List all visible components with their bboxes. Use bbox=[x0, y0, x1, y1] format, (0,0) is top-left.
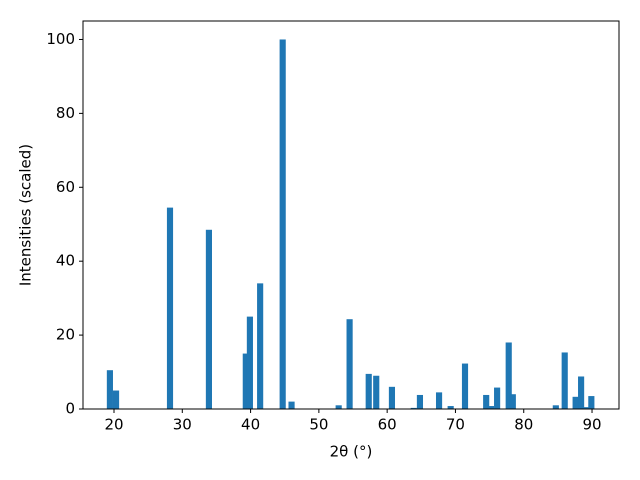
y-tick-label: 60 bbox=[56, 178, 75, 196]
bar bbox=[257, 283, 264, 409]
bar bbox=[346, 319, 353, 409]
bar bbox=[483, 394, 490, 409]
y-tick-label: 40 bbox=[56, 252, 75, 270]
bar bbox=[166, 207, 174, 409]
bar bbox=[246, 316, 253, 409]
bar bbox=[242, 353, 249, 409]
bar bbox=[588, 396, 595, 409]
bar bbox=[335, 405, 342, 409]
bar bbox=[505, 342, 512, 409]
bar bbox=[578, 376, 585, 409]
x-tick-label: 50 bbox=[309, 416, 328, 434]
y-tick-label: 0 bbox=[65, 400, 75, 418]
bar bbox=[288, 401, 295, 409]
y-axis-label: Intensities (scaled) bbox=[17, 144, 35, 286]
x-axis-label: 2θ (°) bbox=[330, 443, 373, 461]
x-tick-label: 80 bbox=[514, 416, 533, 434]
bar bbox=[487, 406, 495, 409]
x-tick-label: 90 bbox=[582, 416, 601, 434]
x-tick-label: 60 bbox=[378, 416, 397, 434]
bar bbox=[494, 387, 501, 409]
plot-frame bbox=[82, 20, 620, 410]
bar bbox=[373, 375, 380, 409]
bar bbox=[205, 229, 212, 409]
x-tick-label: 70 bbox=[446, 416, 465, 434]
bar bbox=[410, 407, 417, 409]
x-tick-label: 20 bbox=[104, 416, 123, 434]
bar bbox=[435, 392, 443, 409]
y-tick-label: 20 bbox=[56, 326, 75, 344]
bar bbox=[416, 394, 424, 409]
bar bbox=[561, 352, 568, 409]
bar bbox=[552, 405, 559, 409]
bar bbox=[509, 394, 516, 409]
y-tick-label: 100 bbox=[46, 30, 75, 48]
bar bbox=[365, 373, 372, 409]
bar bbox=[582, 407, 589, 409]
bar bbox=[112, 390, 120, 409]
bar bbox=[279, 39, 286, 409]
bar bbox=[388, 386, 396, 409]
x-tick-label: 40 bbox=[241, 416, 260, 434]
bar bbox=[572, 396, 579, 409]
bar bbox=[447, 406, 454, 409]
x-tick-label: 30 bbox=[173, 416, 192, 434]
bar bbox=[106, 370, 113, 409]
bar bbox=[461, 363, 469, 409]
y-tick-label: 80 bbox=[56, 104, 75, 122]
